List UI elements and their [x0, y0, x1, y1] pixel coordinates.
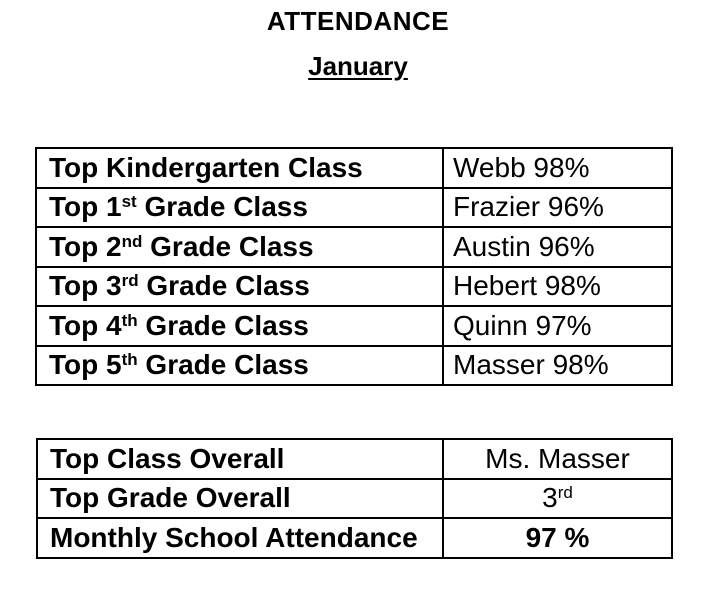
month-subtitle: January	[308, 51, 408, 81]
table-row: Top 3rd Grade Class Hebert 98%	[35, 265, 673, 307]
ordinal-superscript: rd	[557, 483, 573, 503]
table-row: Top 4th Grade Class Quinn 97%	[35, 305, 673, 347]
table-row: Top Class Overall Ms. Masser	[36, 438, 673, 480]
row-value-grade-3: Hebert 98%	[442, 265, 673, 307]
row-label-grade-1: Top 1st Grade Class	[35, 186, 444, 228]
row-value-top-grade-overall: 3rd	[442, 477, 673, 520]
ordinal-superscript: th	[121, 310, 138, 330]
row-label-grade-5: Top 5th Grade Class	[35, 344, 444, 386]
table-row: Top 2nd Grade Class Austin 96%	[35, 226, 673, 268]
row-label-monthly-attendance: Monthly School Attendance	[36, 517, 444, 559]
row-label-text: Top 4	[49, 309, 122, 341]
row-value-text: 97 %	[525, 522, 590, 554]
summary-table: Top Class Overall Ms. Masser Top Grade O…	[36, 438, 673, 559]
ordinal-superscript: th	[121, 350, 138, 370]
row-value-top-class-overall: Ms. Masser	[442, 438, 673, 480]
ordinal-superscript: rd	[121, 271, 139, 291]
table-row: Top 5th Grade Class Masser 98%	[35, 344, 673, 386]
row-value-monthly-attendance: 97 %	[442, 517, 673, 559]
row-label-text: Grade Class	[142, 230, 314, 262]
row-value-kindergarten: Webb 98%	[442, 147, 673, 189]
row-label-text: Grade Class	[137, 349, 309, 381]
table-row: Top 1st Grade Class Frazier 96%	[35, 186, 673, 228]
row-value-grade-4: Quinn 97%	[442, 305, 673, 347]
row-value-grade-5: Masser 98%	[442, 344, 673, 386]
row-label-top-class-overall: Top Class Overall	[36, 438, 444, 480]
page-title: ATTENDANCE	[266, 6, 450, 36]
row-label-text: Top Kindergarten Class	[49, 151, 363, 183]
row-label-text: Top 2	[49, 230, 122, 262]
row-value-grade-2: Austin 96%	[442, 226, 673, 268]
row-label-text: Top 3	[49, 270, 122, 302]
row-label-text: Grade Class	[136, 191, 308, 223]
row-label-text: Top 1	[49, 191, 122, 223]
row-label-top-grade-overall: Top Grade Overall	[36, 477, 444, 520]
class-attendance-table: Top Kindergarten Class Webb 98% Top 1st …	[35, 147, 673, 386]
ordinal-superscript: st	[121, 192, 137, 212]
ordinal-superscript: nd	[121, 231, 143, 251]
table-row: Monthly School Attendance 97 %	[36, 517, 673, 559]
row-label-text: Grade Class	[137, 309, 309, 341]
row-label-grade-3: Top 3rd Grade Class	[35, 265, 444, 307]
table-row: Top Kindergarten Class Webb 98%	[35, 147, 673, 189]
row-label-text: Top 5	[49, 349, 122, 381]
row-label-text: Grade Class	[138, 270, 310, 302]
row-label-grade-2: Top 2nd Grade Class	[35, 226, 444, 268]
row-label-grade-4: Top 4th Grade Class	[35, 305, 444, 347]
row-value-grade-1: Frazier 96%	[442, 186, 673, 228]
row-value-text: Ms. Masser	[485, 442, 630, 474]
table-row: Top Grade Overall 3rd	[36, 477, 673, 520]
row-label-kindergarten: Top Kindergarten Class	[35, 147, 444, 189]
row-value-text: 3	[542, 482, 558, 514]
